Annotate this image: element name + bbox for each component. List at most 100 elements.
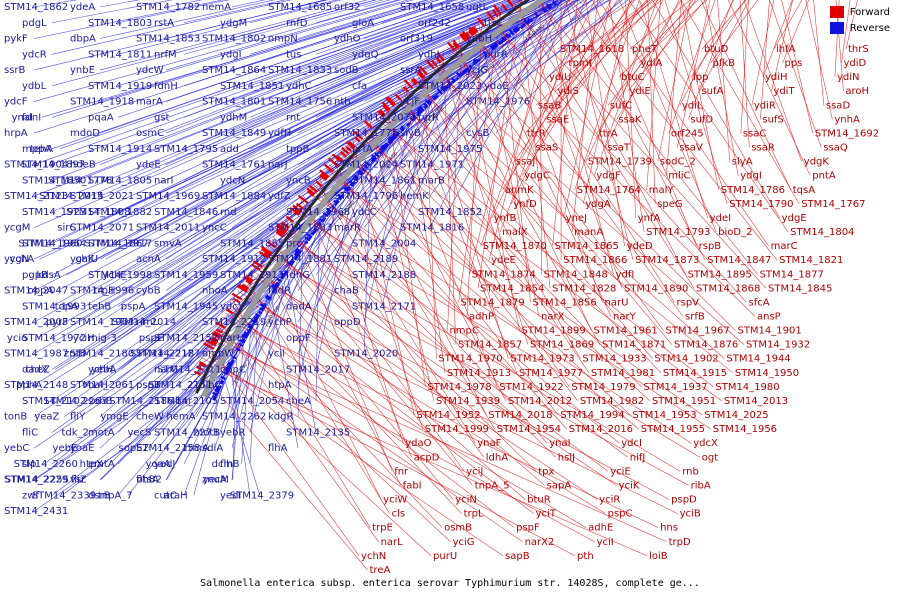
reverse-connector [249, 267, 289, 433]
reverse-connector [117, 0, 536, 181]
forward-gene-label: yciI [597, 537, 614, 548]
reverse-connector [99, 0, 368, 71]
forward-connector [227, 308, 515, 528]
reverse-gene-label: nhoA [202, 286, 228, 297]
reverse-gene-label: STM14_2219 [202, 317, 266, 328]
reverse-gene-label: ydcF [4, 97, 28, 108]
reverse-gene-labels: STM14_1862 ydeA STM14_1782 nemA STM14_1685 or… [4, 2, 530, 517]
forward-gene-glyph [276, 224, 287, 234]
forward-connector [253, 265, 526, 500]
forward-connector [535, 0, 653, 106]
forward-connector [616, 0, 696, 120]
forward-connector [511, 0, 695, 289]
forward-connector [582, 0, 631, 204]
forward-gene-label: STM14_1865 [555, 241, 619, 252]
reverse-gene-glyph [219, 381, 224, 385]
forward-gene-glyph [251, 263, 261, 271]
backbone-shadow [201, 0, 548, 398]
forward-gene-label: STM14_1944 [726, 354, 790, 365]
forward-gene-glyph [385, 97, 395, 107]
forward-gene-label: STM14_1764 [577, 185, 641, 196]
reverse-gene-label: STM14_1912 [202, 254, 266, 265]
forward-connector [538, 0, 758, 275]
reverse-gene-label: yebR [220, 427, 245, 438]
reverse-connector [96, 0, 560, 213]
reverse-connector [168, 145, 386, 339]
forward-gene-glyph [431, 59, 438, 67]
forward-gene-label: STM14_1874 [472, 269, 536, 280]
reverse-gene-glyph [252, 321, 256, 326]
reverse-gene-glyph [318, 218, 325, 223]
forward-gene-label: STM14_1871 [602, 340, 666, 351]
reverse-gene-glyph [427, 98, 433, 105]
reverse-connector [231, 0, 499, 102]
forward-gene-label: STM14_1915 [663, 368, 727, 379]
forward-connector [773, 0, 803, 50]
forward-gene-label: STM14_1932 [746, 340, 810, 351]
forward-connector [835, 0, 844, 92]
reverse-connector [33, 0, 402, 102]
reverse-connector [183, 361, 233, 496]
reverse-connector [223, 377, 261, 496]
forward-connector [557, 0, 635, 50]
reverse-gene-glyph [272, 283, 279, 289]
forward-gene-label: ydgC [524, 171, 550, 182]
forward-gene-label: STM14_1804 [790, 227, 854, 238]
forward-gene-glyph [419, 65, 428, 76]
reverse-gene-label: tehB [88, 301, 111, 312]
reverse-connector [61, 367, 229, 496]
forward-connector [665, 0, 682, 176]
reverse-gene-label: STM14_1904 [4, 160, 68, 171]
reverse-gene-label: tppB [286, 144, 310, 155]
reverse-gene-label: STM14_1862 [4, 2, 68, 13]
reverse-gene-glyph [400, 125, 406, 131]
reverse-gene-label: yebC [4, 443, 29, 454]
reverse-gene-glyph [410, 117, 415, 122]
reverse-gene-label: nth [334, 97, 351, 108]
forward-connector [740, 0, 749, 134]
reverse-gene-label: STM14_2123 [4, 191, 68, 202]
forward-gene-label: hns [660, 523, 678, 534]
forward-gene-label: STM14_1980 [715, 382, 779, 393]
reverse-gene-label: znuA [202, 475, 227, 486]
reverse-gene-glyph [264, 295, 271, 301]
reverse-connector [117, 0, 468, 118]
reverse-gene-label: STM14_2263 [43, 396, 107, 407]
forward-gene-glyph [416, 71, 424, 80]
forward-gene-glyph [462, 30, 470, 40]
reverse-connector [249, 177, 358, 370]
reverse-connector [33, 0, 502, 165]
forward-gene-labels: STM14_1618 pheT btuD ihfA thrS rpmI ydiA pfkB pp… [361, 44, 879, 576]
reverse-gene-glyph [276, 277, 282, 283]
forward-gene-label: yciT [536, 509, 557, 520]
reverse-gene-glyph [341, 194, 345, 198]
reverse-gene-glyph [472, 60, 477, 66]
forward-gene-glyph [232, 297, 241, 304]
reverse-gene-label: ydgM [220, 18, 247, 29]
reverse-gene-label: STM14_2011 [136, 223, 200, 234]
forward-gene-glyph [328, 157, 339, 168]
reverse-gene-label: STM14_1963 [70, 317, 134, 328]
reverse-gene-glyph [493, 43, 498, 49]
forward-connector [680, 0, 800, 205]
forward-connector [701, 0, 747, 50]
forward-gene-glyph [198, 362, 206, 368]
forward-gene-label: ynhA [834, 114, 860, 125]
forward-gene-label: adhP [469, 312, 494, 323]
forward-gene-glyph [486, 11, 495, 21]
forward-gene-glyph [377, 110, 385, 118]
reverse-connector [41, 0, 440, 118]
forward-gene-glyph [261, 245, 272, 255]
forward-connector [585, 0, 664, 162]
reverse-gene-label: pphA [16, 380, 42, 391]
reverse-gene-glyph [466, 67, 470, 71]
forward-connector [442, 50, 457, 345]
reverse-connector [33, 70, 466, 291]
reverse-gene-glyph [290, 259, 295, 264]
forward-gene-glyph [468, 29, 475, 37]
reverse-connector [117, 358, 234, 496]
reverse-gene-glyph [379, 147, 385, 153]
forward-gene-glyph [348, 140, 356, 148]
reverse-gene-label: STM14_2431 [4, 506, 68, 517]
